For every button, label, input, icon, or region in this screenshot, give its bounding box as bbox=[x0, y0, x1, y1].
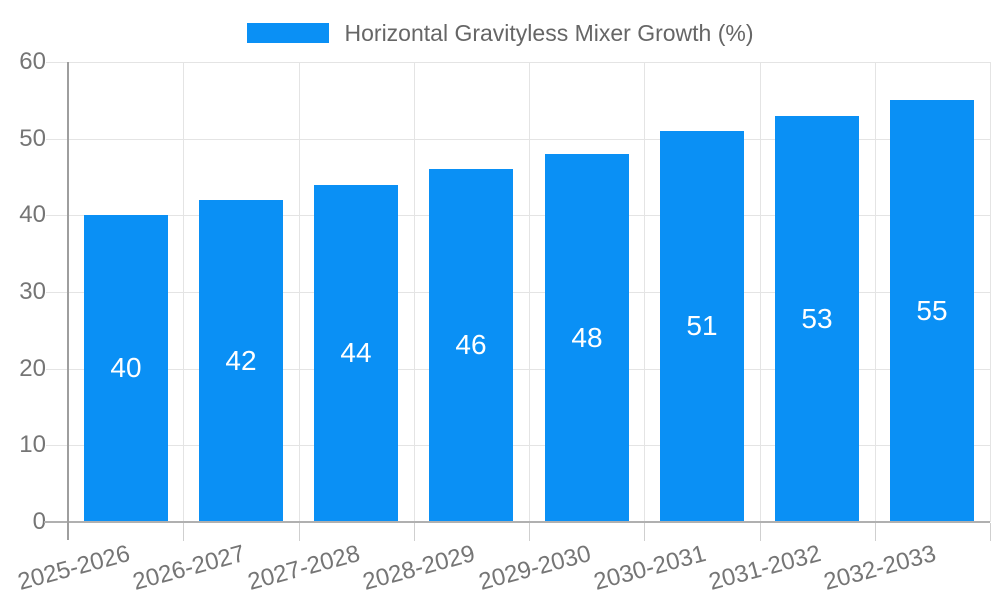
bar[interactable]: 40 bbox=[84, 215, 168, 521]
gridline-vertical bbox=[875, 62, 876, 522]
y-axis-tick bbox=[46, 292, 68, 293]
bar[interactable]: 48 bbox=[545, 154, 629, 521]
bar-value-label: 46 bbox=[455, 329, 487, 360]
gridline-vertical bbox=[183, 62, 184, 522]
y-axis-tick bbox=[46, 445, 68, 446]
x-axis-tick bbox=[760, 523, 761, 541]
x-axis-tick bbox=[644, 523, 645, 541]
x-axis-tick-label: 2031-2032 bbox=[706, 540, 824, 596]
y-axis-tick-label: 20 bbox=[19, 355, 46, 382]
y-axis-tick-label: 0 bbox=[32, 508, 46, 535]
bar[interactable]: 53 bbox=[775, 116, 859, 521]
gridline-vertical bbox=[299, 62, 300, 522]
legend: Horizontal Gravityless Mixer Growth (%) bbox=[0, 20, 1000, 46]
bar[interactable]: 46 bbox=[429, 169, 513, 521]
gridline-vertical bbox=[990, 62, 991, 522]
x-axis-tick bbox=[875, 523, 876, 541]
y-axis-tick-label: 10 bbox=[19, 431, 46, 458]
x-axis-tick-label: 2025-2026 bbox=[15, 540, 133, 596]
x-axis-tick-label: 2030-2031 bbox=[591, 540, 709, 596]
bar[interactable]: 44 bbox=[314, 185, 398, 521]
x-axis-tick-label: 2026-2027 bbox=[130, 540, 248, 596]
x-axis-tick bbox=[299, 523, 300, 541]
bar-value-label: 40 bbox=[110, 352, 142, 383]
y-axis-tick bbox=[46, 62, 68, 63]
x-baseline bbox=[44, 521, 990, 523]
y-axis-tick-label: 30 bbox=[19, 278, 46, 305]
x-axis-tick-label: 2032-2033 bbox=[821, 540, 939, 596]
y-axis-line bbox=[67, 62, 69, 540]
x-axis-tick-label: 2028-2029 bbox=[360, 540, 478, 596]
bar-value-label: 44 bbox=[340, 337, 372, 368]
y-axis-tick-label: 40 bbox=[19, 201, 46, 228]
x-axis-tick bbox=[183, 523, 184, 541]
y-axis-tick bbox=[46, 215, 68, 216]
x-axis-tick-label: 2029-2030 bbox=[476, 540, 594, 596]
gridline-vertical bbox=[414, 62, 415, 522]
gridline-vertical bbox=[644, 62, 645, 522]
bar-value-label: 55 bbox=[916, 294, 948, 326]
gridline-vertical bbox=[760, 62, 761, 522]
legend-series-label: Horizontal Gravityless Mixer Growth (%) bbox=[344, 19, 754, 46]
bar-value-label: 42 bbox=[225, 344, 257, 376]
bar[interactable]: 55 bbox=[890, 100, 974, 521]
x-axis-tick bbox=[414, 523, 415, 541]
y-axis-tick bbox=[46, 139, 68, 140]
x-axis-tick bbox=[990, 523, 991, 541]
y-axis-tick bbox=[46, 369, 68, 370]
y-axis-tick-label: 50 bbox=[19, 125, 46, 152]
legend-swatch bbox=[246, 23, 329, 43]
bar-value-label: 53 bbox=[801, 302, 833, 334]
y-axis-tick-label: 60 bbox=[19, 48, 46, 75]
bar[interactable]: 51 bbox=[660, 131, 744, 521]
gridline-vertical bbox=[529, 62, 530, 522]
bar-value-label: 51 bbox=[686, 310, 718, 341]
bar[interactable]: 42 bbox=[199, 200, 283, 521]
x-axis-tick bbox=[529, 523, 530, 541]
bar-value-label: 48 bbox=[571, 321, 603, 353]
x-axis-tick-label: 2027-2028 bbox=[245, 540, 363, 596]
